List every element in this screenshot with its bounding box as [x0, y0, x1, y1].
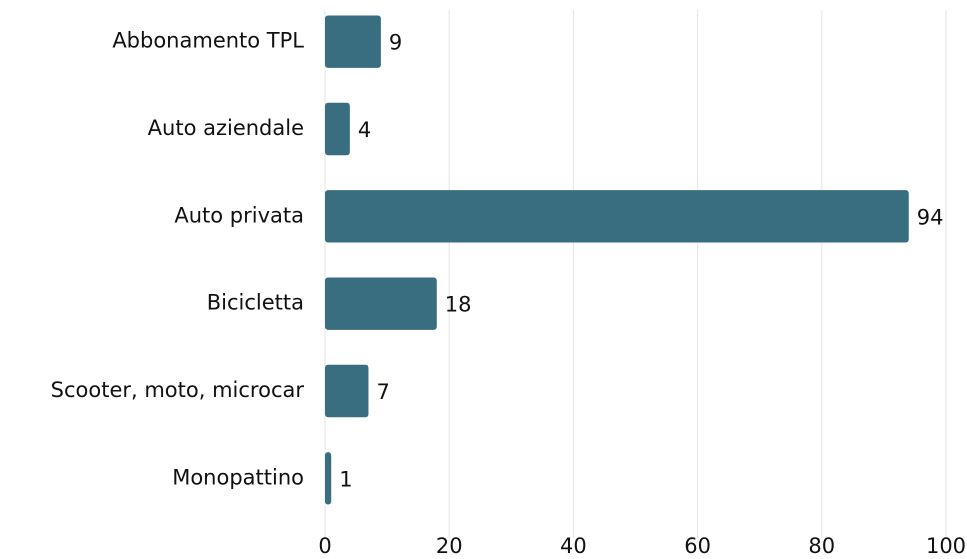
- y-tick-label: Bicicletta: [207, 291, 304, 315]
- bar: [325, 102, 350, 156]
- bar: [325, 364, 369, 418]
- data-label: 18: [445, 293, 472, 317]
- x-tick-label: 20: [436, 534, 463, 558]
- bar: [325, 15, 381, 68]
- bar: [325, 277, 437, 330]
- bar: [325, 452, 332, 505]
- x-tick-label: 0: [318, 534, 331, 558]
- y-tick-label: Auto privata: [174, 203, 304, 227]
- y-tick-label: Monopattino: [172, 465, 304, 489]
- data-label: 9: [389, 31, 402, 55]
- data-label: 7: [376, 380, 389, 404]
- y-tick-label: Scooter, moto, microcar: [51, 378, 305, 402]
- data-label: 1: [339, 467, 352, 491]
- bar: [325, 190, 909, 243]
- x-tick-label: 60: [684, 534, 711, 558]
- y-tick-label: Abbonamento TPL: [112, 29, 304, 53]
- x-tick-label: 80: [808, 534, 835, 558]
- data-label: 4: [358, 118, 371, 142]
- data-label: 94: [917, 205, 944, 229]
- y-tick-label: Auto aziendale: [148, 116, 304, 140]
- x-tick-label: 100: [926, 534, 966, 558]
- x-tick-label: 40: [560, 534, 587, 558]
